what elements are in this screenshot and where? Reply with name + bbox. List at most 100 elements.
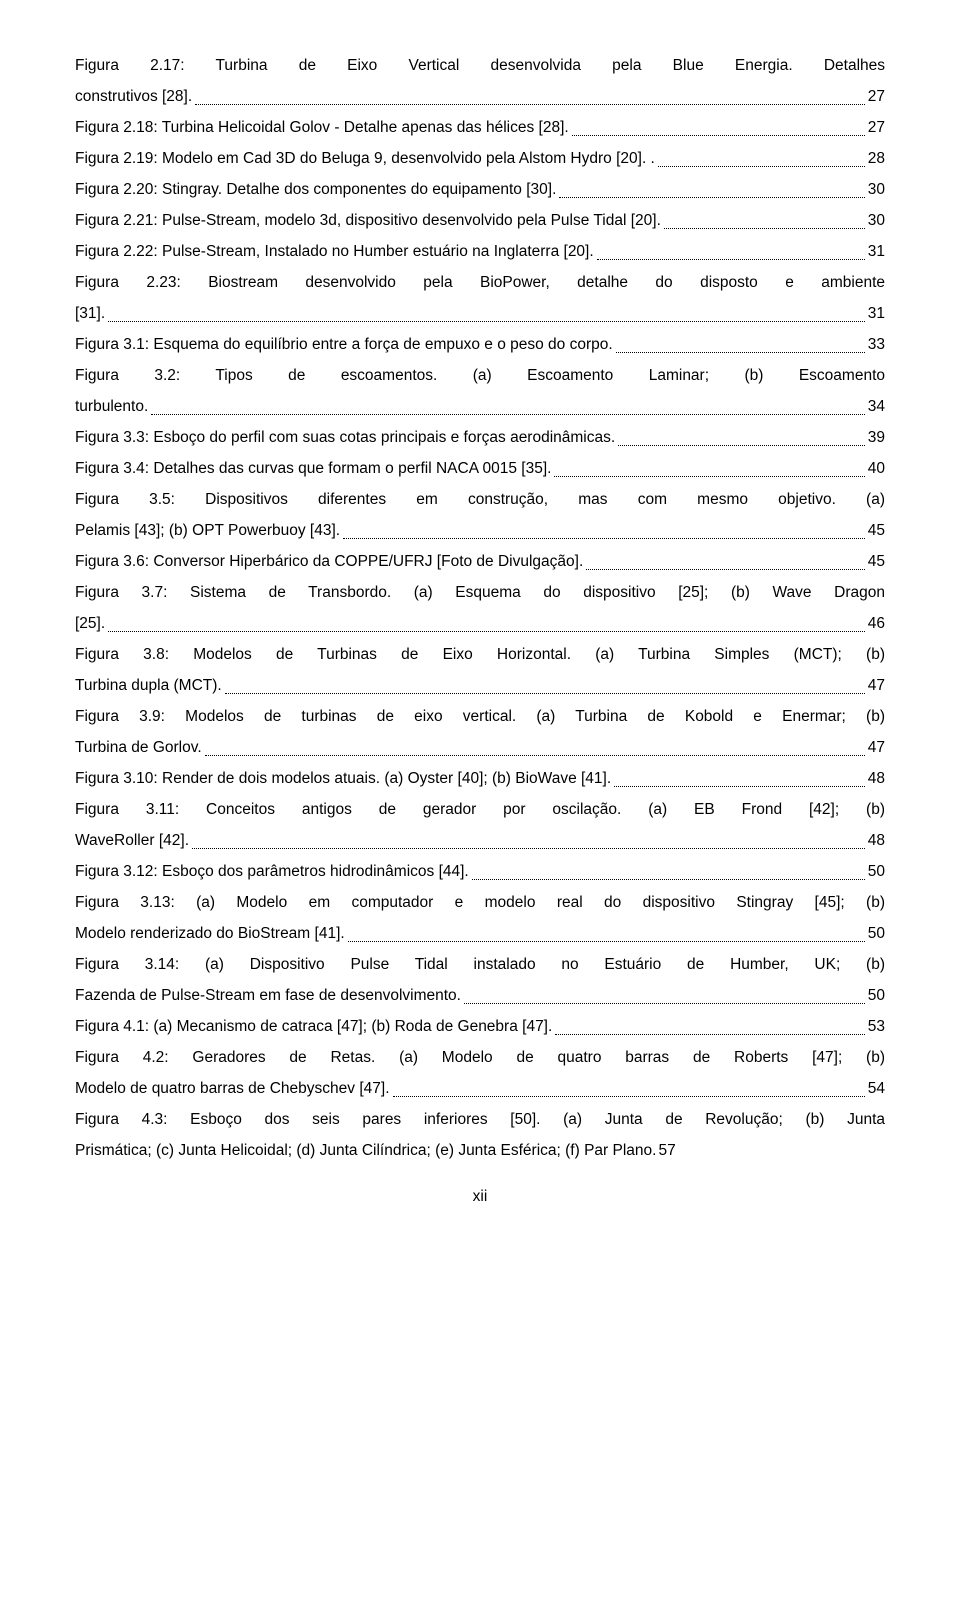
- entry-page-number: 57: [658, 1135, 675, 1166]
- list-entry: Figura 3.8: Modelos de Turbinas de Eixo …: [75, 639, 885, 701]
- leader-dots: [658, 166, 865, 167]
- entry-last-line: Pelamis [43]; (b) OPT Powerbuoy [43].45: [75, 515, 885, 546]
- entry-last-line: turbulento. 34: [75, 391, 885, 422]
- list-entry: Figura 3.6: Conversor Hiperbárico da COP…: [75, 546, 885, 577]
- entry-last-line: Turbina dupla (MCT). 47: [75, 670, 885, 701]
- entry-page-number: 34: [868, 391, 885, 422]
- entry-text: Figura 3.4: Detalhes das curvas que form…: [75, 453, 551, 484]
- list-entry: Figura 4.1: (a) Mecanismo de catraca [47…: [75, 1011, 885, 1042]
- entry-text: Figura 2.20: Stingray. Detalhe dos compo…: [75, 174, 556, 205]
- entry-page-number: 39: [868, 422, 885, 453]
- entry-page-number: 50: [868, 980, 885, 1011]
- entry-page-number: 47: [868, 670, 885, 701]
- list-entry: Figura 3.13: (a) Modelo em computador e …: [75, 887, 885, 949]
- entry-text-line: Figura 2.23: Biostream desenvolvido pela…: [75, 267, 885, 298]
- entry-text: Fazenda de Pulse-Stream em fase de desen…: [75, 980, 461, 1011]
- entry-last-line: [25]. 46: [75, 608, 885, 639]
- entry-text-line: Figura 3.14: (a) Dispositivo Pulse Tidal…: [75, 949, 885, 980]
- entry-page-number: 54: [868, 1073, 885, 1104]
- entry-page-number: 47: [868, 732, 885, 763]
- leader-dots: [597, 259, 865, 260]
- leader-dots: [108, 321, 865, 322]
- entry-text: Figura 3.10: Render de dois modelos atua…: [75, 763, 611, 794]
- entry-page-number: 48: [868, 825, 885, 856]
- leader-dots: [393, 1096, 865, 1097]
- list-entry: Figura 3.3: Esboço do perfil com suas co…: [75, 422, 885, 453]
- list-entry: Figura 3.9: Modelos de turbinas de eixo …: [75, 701, 885, 763]
- list-entry: Figura 3.11: Conceitos antigos de gerado…: [75, 794, 885, 856]
- entry-text-line: Figura 3.9: Modelos de turbinas de eixo …: [75, 701, 885, 732]
- entry-page-number: 50: [868, 918, 885, 949]
- leader-dots: [572, 135, 865, 136]
- entry-text: turbulento.: [75, 391, 148, 422]
- entry-text: Figura 2.21: Pulse-Stream, modelo 3d, di…: [75, 205, 661, 236]
- entry-last-line: Modelo de quatro barras de Chebyschev [4…: [75, 1073, 885, 1104]
- entry-text: [25].: [75, 608, 105, 639]
- list-entry: Figura 3.1: Esquema do equilíbrio entre …: [75, 329, 885, 360]
- entry-last-line: Fazenda de Pulse-Stream em fase de desen…: [75, 980, 885, 1011]
- entry-page-number: 33: [868, 329, 885, 360]
- list-entry: Figura 3.4: Detalhes das curvas que form…: [75, 453, 885, 484]
- entry-page-number: 48: [868, 763, 885, 794]
- entry-text: [31].: [75, 298, 105, 329]
- leader-dots: [555, 1034, 864, 1035]
- list-entry: Figura 3.12: Esboço dos parâmetros hidro…: [75, 856, 885, 887]
- leader-dots: [108, 631, 865, 632]
- entry-text: Figura 4.1: (a) Mecanismo de catraca [47…: [75, 1011, 552, 1042]
- entry-text: Figura 2.22: Pulse-Stream, Instalado no …: [75, 236, 594, 267]
- leader-dots: [472, 879, 865, 880]
- entry-text-line: Figura 3.7: Sistema de Transbordo. (a) E…: [75, 577, 885, 608]
- leader-dots: [343, 538, 865, 539]
- entry-last-line: Turbina de Gorlov. 47: [75, 732, 885, 763]
- entry-text: Figura 3.6: Conversor Hiperbárico da COP…: [75, 546, 583, 577]
- leader-dots: [192, 848, 865, 849]
- entry-text-line: Figura 4.2: Geradores de Retas. (a) Mode…: [75, 1042, 885, 1073]
- entry-page-number: 28: [868, 143, 885, 174]
- leader-dots: [586, 569, 864, 570]
- entry-text: Figura 3.12: Esboço dos parâmetros hidro…: [75, 856, 469, 887]
- entry-page-number: 46: [868, 608, 885, 639]
- list-entry: Figura 4.3: Esboço dos seis pares inferi…: [75, 1104, 885, 1166]
- entry-text: Figura 3.3: Esboço do perfil com suas co…: [75, 422, 615, 453]
- list-entry: Figura 2.20: Stingray. Detalhe dos compo…: [75, 174, 885, 205]
- list-entry: Figura 4.2: Geradores de Retas. (a) Mode…: [75, 1042, 885, 1104]
- figure-list: Figura 2.17: Turbina de Eixo Vertical de…: [75, 50, 885, 1166]
- entry-page-number: 50: [868, 856, 885, 887]
- entry-last-line: Prismática; (c) Junta Helicoidal; (d) Ju…: [75, 1135, 885, 1166]
- leader-dots: [616, 352, 865, 353]
- entry-page-number: 31: [868, 236, 885, 267]
- list-entry: Figura 2.22: Pulse-Stream, Instalado no …: [75, 236, 885, 267]
- list-entry: Figura 3.14: (a) Dispositivo Pulse Tidal…: [75, 949, 885, 1011]
- leader-dots: [151, 414, 865, 415]
- entry-last-line: Modelo renderizado do BioStream [41]. 50: [75, 918, 885, 949]
- list-entry: Figura 2.17: Turbina de Eixo Vertical de…: [75, 50, 885, 112]
- leader-dots: [554, 476, 864, 477]
- entry-text: Figura 2.19: Modelo em Cad 3D do Beluga …: [75, 143, 655, 174]
- leader-dots: [195, 104, 865, 105]
- entry-text: Modelo de quatro barras de Chebyschev [4…: [75, 1073, 390, 1104]
- entry-page-number: 30: [868, 205, 885, 236]
- list-entry: Figura 2.23: Biostream desenvolvido pela…: [75, 267, 885, 329]
- entry-text: Turbina de Gorlov.: [75, 732, 202, 763]
- list-entry: Figura 2.21: Pulse-Stream, modelo 3d, di…: [75, 205, 885, 236]
- entry-text-line: Figura 3.8: Modelos de Turbinas de Eixo …: [75, 639, 885, 670]
- entry-text-line: Figura 3.13: (a) Modelo em computador e …: [75, 887, 885, 918]
- entry-text-line: Figura 2.17: Turbina de Eixo Vertical de…: [75, 50, 885, 81]
- entry-text: Prismática; (c) Junta Helicoidal; (d) Ju…: [75, 1135, 656, 1166]
- entry-last-line: [31]. 31: [75, 298, 885, 329]
- list-entry: Figura 3.5: Dispositivos diferentes em c…: [75, 484, 885, 546]
- entry-page-number: 27: [868, 112, 885, 143]
- entry-text-line: Figura 3.2: Tipos de escoamentos. (a) Es…: [75, 360, 885, 391]
- leader-dots: [225, 693, 865, 694]
- entry-page-number: 27: [868, 81, 885, 112]
- entry-text: Modelo renderizado do BioStream [41].: [75, 918, 345, 949]
- entry-page-number: 31: [868, 298, 885, 329]
- leader-dots: [559, 197, 864, 198]
- entry-last-line: construtivos [28].27: [75, 81, 885, 112]
- page-number-footer: xii: [75, 1188, 885, 1206]
- entry-text: Turbina dupla (MCT).: [75, 670, 222, 701]
- entry-text: Figura 2.18: Turbina Helicoidal Golov - …: [75, 112, 569, 143]
- entry-page-number: 45: [868, 515, 885, 546]
- leader-dots: [614, 786, 865, 787]
- list-entry: Figura 2.19: Modelo em Cad 3D do Beluga …: [75, 143, 885, 174]
